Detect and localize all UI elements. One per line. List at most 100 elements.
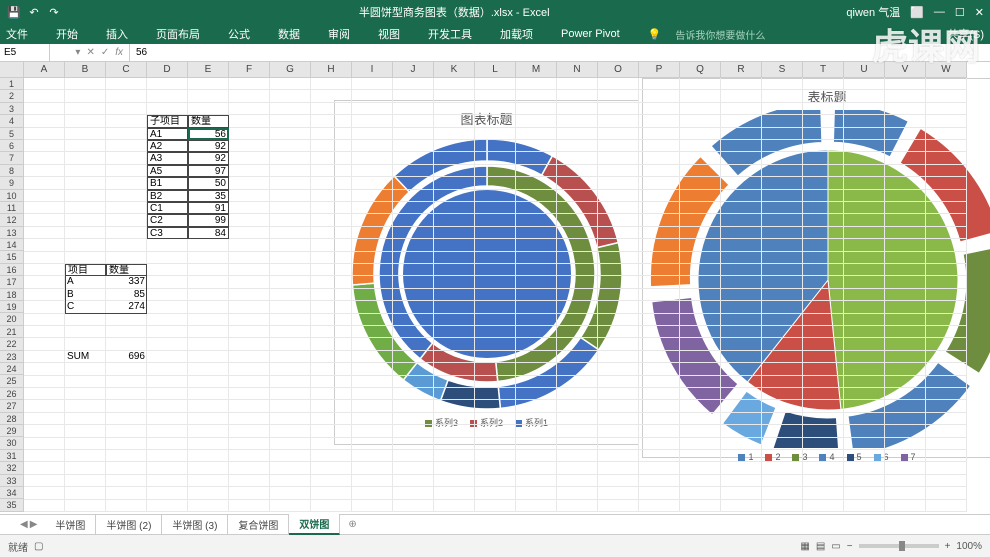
select-all-corner[interactable] [0, 62, 24, 78]
undo-icon[interactable]: ↶ [26, 4, 42, 20]
row-header[interactable]: 33 [0, 475, 24, 487]
column-header[interactable]: H [311, 62, 352, 78]
row-header[interactable]: 19 [0, 301, 24, 313]
view-page-icon[interactable]: ▤ [816, 541, 825, 552]
row-header[interactable]: 23 [0, 351, 24, 363]
ribbon-tab[interactable]: 插入 [106, 26, 128, 42]
column-header[interactable]: M [516, 62, 557, 78]
ribbon-tab[interactable]: 审阅 [328, 26, 350, 42]
cell[interactable]: SUM [65, 351, 106, 363]
sheet-tab[interactable]: 半饼图 [45, 515, 96, 534]
sheet-nav-first-icon[interactable]: ◀ [20, 519, 28, 530]
zoom-slider[interactable] [859, 544, 939, 548]
cell[interactable]: C1 [147, 202, 188, 214]
column-header[interactable]: C [106, 62, 147, 78]
ribbon-tab[interactable]: 数据 [278, 26, 300, 42]
zoom-level[interactable]: 100% [956, 541, 982, 552]
row-header[interactable]: 9 [0, 177, 24, 189]
share-button[interactable]: 共享(S) [947, 26, 984, 42]
cell[interactable]: 99 [188, 214, 229, 226]
cell[interactable]: A5 [147, 165, 188, 177]
row-header[interactable]: 6 [0, 140, 24, 152]
fx-icon[interactable]: fx [115, 47, 123, 58]
column-header[interactable]: R [721, 62, 762, 78]
column-header[interactable]: O [598, 62, 639, 78]
row-header[interactable]: 3 [0, 103, 24, 115]
cell[interactable]: 35 [188, 190, 229, 202]
sheet-tab[interactable]: 半饼图 (3) [162, 515, 228, 534]
name-box[interactable]: E5 [0, 44, 50, 61]
view-break-icon[interactable]: ▭ [831, 541, 840, 552]
redo-icon[interactable]: ↷ [46, 4, 62, 20]
ribbon-tab[interactable]: 加载项 [500, 26, 533, 42]
column-header[interactable]: U [844, 62, 885, 78]
cell[interactable]: 子项目 [147, 115, 188, 127]
column-header[interactable]: D [147, 62, 188, 78]
row-header[interactable]: 2 [0, 90, 24, 102]
row-header[interactable]: 24 [0, 363, 24, 375]
column-header[interactable]: L [475, 62, 516, 78]
view-normal-icon[interactable]: ▦ [800, 541, 809, 552]
cell[interactable]: 696 [106, 351, 147, 363]
cell[interactable]: A [65, 276, 106, 288]
zoom-out-icon[interactable]: − [847, 541, 853, 552]
row-header[interactable]: 8 [0, 165, 24, 177]
cell[interactable]: 274 [106, 301, 147, 313]
row-header[interactable]: 22 [0, 338, 24, 350]
cell[interactable]: 85 [106, 289, 147, 301]
ribbon-options-icon[interactable]: ⬜ [910, 6, 924, 19]
column-header[interactable]: Q [680, 62, 721, 78]
row-header[interactable]: 35 [0, 499, 24, 511]
maximize-icon[interactable]: ☐ [955, 6, 965, 19]
zoom-in-icon[interactable]: + [945, 541, 951, 552]
cell[interactable]: 91 [188, 202, 229, 214]
cell[interactable]: B1 [147, 177, 188, 189]
row-header[interactable]: 7 [0, 152, 24, 164]
column-header[interactable]: G [270, 62, 311, 78]
row-header[interactable]: 16 [0, 264, 24, 276]
row-header[interactable]: 4 [0, 115, 24, 127]
row-header[interactable]: 29 [0, 425, 24, 437]
formula-input[interactable]: 56 [130, 47, 990, 58]
row-header[interactable]: 1 [0, 78, 24, 90]
cell[interactable]: 50 [188, 177, 229, 189]
tell-me-input[interactable]: 告诉我你想要做什么 [675, 27, 765, 42]
cell[interactable]: 92 [188, 140, 229, 152]
row-header[interactable]: 31 [0, 450, 24, 462]
row-header[interactable]: 13 [0, 227, 24, 239]
ribbon-tab[interactable]: 视图 [378, 26, 400, 42]
user-label[interactable]: qiwen 气温 [846, 4, 900, 20]
column-header[interactable]: N [557, 62, 598, 78]
sheet-nav-last-icon[interactable]: ▶ [30, 519, 38, 530]
cell[interactable]: 84 [188, 227, 229, 239]
row-header[interactable]: 34 [0, 487, 24, 499]
row-header[interactable]: 32 [0, 462, 24, 474]
cell[interactable]: C2 [147, 214, 188, 226]
row-headers[interactable]: 1234567891011121314151617181920212223242… [0, 78, 24, 512]
cell[interactable]: 337 [106, 276, 147, 288]
column-header[interactable]: F [229, 62, 270, 78]
column-header[interactable]: V [885, 62, 926, 78]
cell[interactable]: C3 [147, 227, 188, 239]
column-header[interactable]: S [762, 62, 803, 78]
row-header[interactable]: 21 [0, 326, 24, 338]
minimize-icon[interactable]: — [934, 6, 945, 18]
row-header[interactable]: 27 [0, 400, 24, 412]
macro-record-icon[interactable]: ▢ [34, 541, 43, 552]
cell[interactable]: A1 [147, 128, 188, 140]
row-header[interactable]: 30 [0, 437, 24, 449]
row-header[interactable]: 26 [0, 388, 24, 400]
worksheet-grid[interactable]: ABCDEFGHIJKLMNOPQRSTUVW 1234567891011121… [0, 62, 990, 514]
cell[interactable]: A2 [147, 140, 188, 152]
cell[interactable]: B2 [147, 190, 188, 202]
column-header[interactable]: K [434, 62, 475, 78]
row-header[interactable]: 17 [0, 276, 24, 288]
row-header[interactable]: 20 [0, 313, 24, 325]
sheet-tab[interactable]: 复合饼图 [228, 515, 289, 534]
cell[interactable]: A3 [147, 152, 188, 164]
ribbon-tab[interactable]: 页面布局 [156, 26, 200, 42]
save-icon[interactable]: 💾 [6, 4, 22, 20]
add-sheet-button[interactable]: ⊕ [340, 519, 364, 530]
dropdown-icon[interactable]: ▾ [75, 47, 80, 58]
cell[interactable]: B [65, 289, 106, 301]
